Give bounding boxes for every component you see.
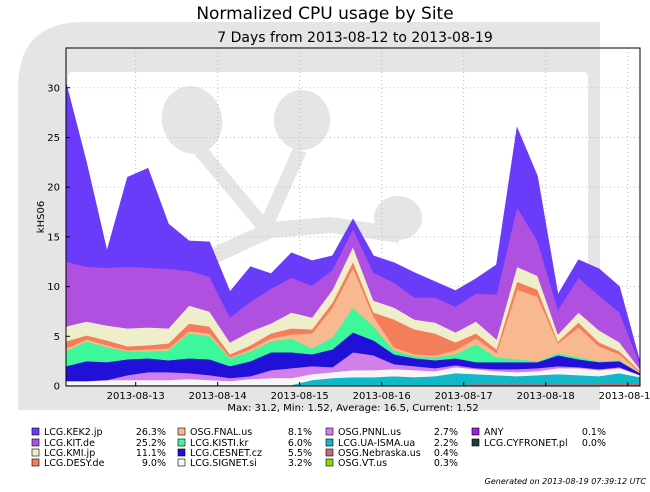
y-tick-label: 0 <box>54 382 60 393</box>
legend-pct-lcg-kisti-kr: 6.0% <box>288 438 312 449</box>
area-layers <box>65 82 641 387</box>
legend-swatch-lcg-desy-de <box>31 458 40 467</box>
legend-swatch-lcg-cyfronet-pl <box>471 438 480 447</box>
legend-swatch-lcg-cesnet-cz <box>177 448 186 457</box>
legend-pct-osg-fnal-us: 8.1% <box>288 427 312 438</box>
legend-pct-lcg-ua-isma-ua: 2.2% <box>434 438 458 449</box>
legend-label-lcg-cyfronet-pl: LCG.CYFRONET.pl <box>484 438 568 449</box>
legend-pct-lcg-kek2-jp: 26.3% <box>136 427 166 438</box>
legend-swatch-osg-vt-us <box>325 458 334 467</box>
legend-swatch-any <box>471 427 480 436</box>
legend-pct-lcg-kit-de: 25.2% <box>136 438 166 449</box>
x-tick-label: 2013-08-17 <box>435 391 493 402</box>
legend-pct-any: 0.1% <box>582 427 606 438</box>
legend-label-lcg-signet-si: LCG.SIGNET.si <box>190 458 257 469</box>
legend-swatch-lcg-kit-de <box>31 438 40 447</box>
y-tick-label: 5 <box>54 332 60 343</box>
grid-lines <box>66 48 640 387</box>
plot-frame <box>65 47 641 387</box>
legend-label-lcg-kmi-jp: LCG.KMI.jp <box>44 448 95 459</box>
chart-subtitle: 7 Days from 2013-08-12 to 2013-08-19 <box>217 30 492 46</box>
y-tick-label: 15 <box>47 232 60 243</box>
x-tick-label: 2013-08-13 <box>107 391 165 402</box>
legend-swatch-osg-nebraska-us <box>325 448 334 457</box>
legend-swatch-lcg-kek2-jp <box>31 427 40 436</box>
legend-label-lcg-cesnet-cz: LCG.CESNET.cz <box>190 448 262 459</box>
legend: LCG.KEK2.jp 26.3% LCG.KIT.de 25.2% LCG.KMI.j… <box>31 427 606 469</box>
legend-label-lcg-desy-de: LCG.DESY.de <box>44 458 105 469</box>
legend-pct-osg-vt-us: 0.3% <box>434 458 458 469</box>
legend-label-osg-vt-us: OSG.VT.us <box>338 458 387 469</box>
y-tick-label: 10 <box>47 282 60 293</box>
legend-label-any: ANY <box>484 427 504 438</box>
x-axis: 2013-08-13 2013-08-14 2013-08-15 2013-08-16… <box>107 382 650 402</box>
legend-pct-osg-nebraska-us: 0.4% <box>434 448 458 459</box>
legend-pct-osg-pnnl-us: 2.7% <box>434 427 458 438</box>
legend-pct-lcg-kmi-jp: 11.1% <box>136 448 166 459</box>
chart-title: Normalized CPU usage by Site <box>196 4 453 24</box>
y-tick-label: 25 <box>47 133 60 144</box>
y-tick-label: 20 <box>47 183 60 194</box>
y-axis-label: kHS06 <box>36 201 47 233</box>
stats-line: Max: 31.2, Min: 1.52, Average: 16.5, Cur… <box>227 403 478 414</box>
legend-label-lcg-kek2-jp: LCG.KEK2.jp <box>44 427 103 438</box>
x-tick-label: 2013-08-14 <box>189 391 247 402</box>
legend-swatch-osg-fnal-us <box>177 427 186 436</box>
legend-label-lcg-kit-de: LCG.KIT.de <box>44 438 95 449</box>
legend-label-lcg-kisti-kr: LCG.KISTI.kr <box>190 438 248 449</box>
generated-footer: Generated on 2013-08-19 07:39:12 UTC <box>485 477 647 486</box>
legend-pct-lcg-cyfronet-pl: 0.0% <box>582 438 606 449</box>
legend-swatch-lcg-ua-isma-ua <box>325 438 334 447</box>
legend-swatch-lcg-kmi-jp <box>31 448 40 457</box>
legend-label-lcg-ua-isma-ua: LCG.UA-ISMA.ua <box>338 438 415 449</box>
legend-swatch-osg-pnnl-us <box>325 427 334 436</box>
legend-label-osg-fnal-us: OSG.FNAL.us <box>190 427 252 438</box>
x-tick-label: 2013-08-16 <box>353 391 411 402</box>
legend-pct-lcg-signet-si: 3.2% <box>288 458 312 469</box>
x-tick-label: 2013-08-15 <box>271 391 329 402</box>
x-tick-label: 2013-08-19 <box>599 391 650 402</box>
legend-swatch-lcg-signet-si <box>177 458 186 467</box>
legend-label-osg-pnnl-us: OSG.PNNL.us <box>338 427 401 438</box>
y-tick-label: 30 <box>47 83 60 94</box>
x-tick-label: 2013-08-18 <box>517 391 575 402</box>
legend-pct-lcg-cesnet-cz: 5.5% <box>288 448 312 459</box>
legend-swatch-lcg-kisti-kr <box>177 438 186 447</box>
legend-label-osg-nebraska-us: OSG.Nebraska.us <box>338 448 421 459</box>
legend-pct-lcg-desy-de: 9.0% <box>142 458 166 469</box>
y-axis: 0 5 10 15 20 25 30 <box>47 83 70 393</box>
